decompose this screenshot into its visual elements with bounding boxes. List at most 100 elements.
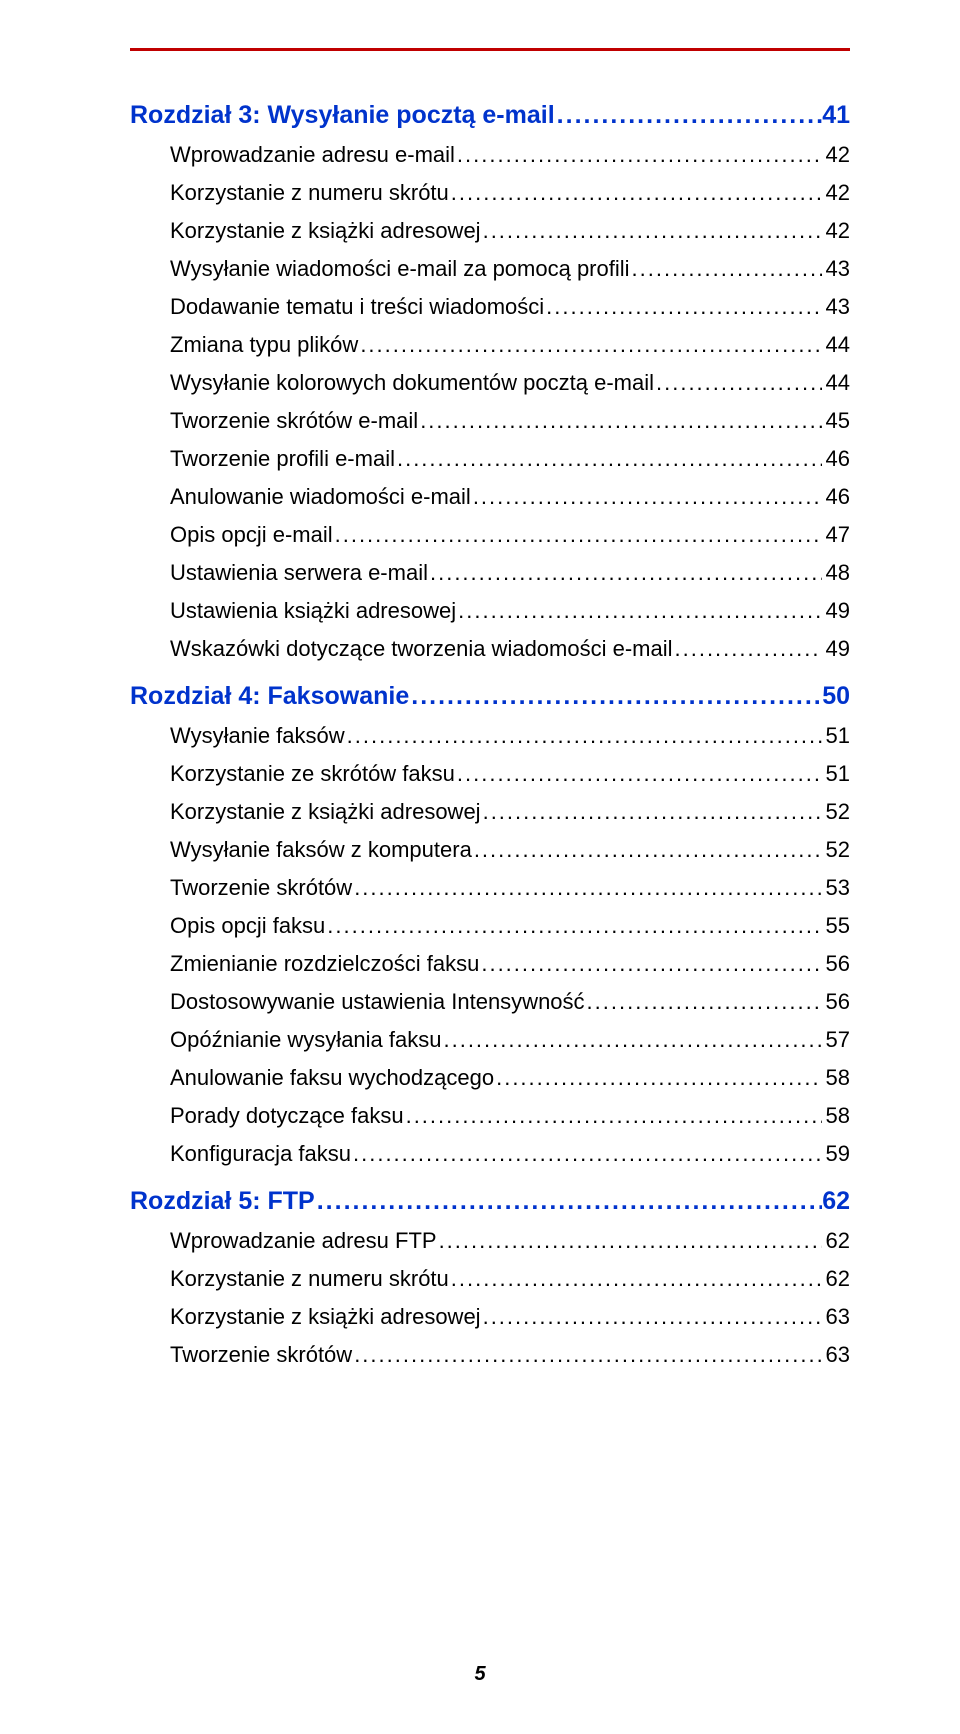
toc-entry: Opóźnianie wysyłania faksu..............… [170, 1027, 850, 1053]
dot-leader: ........................................… [352, 1342, 821, 1368]
dot-leader: ........................................… [333, 522, 822, 548]
entry-page: 44 [822, 332, 850, 358]
dot-leader: ........................................… [449, 1266, 822, 1292]
entry-label: Korzystanie z książki adresowej [170, 1304, 481, 1330]
entry-label: Wysyłanie faksów z komputera [170, 837, 472, 863]
toc-entry: Wysyłanie kolorowych dokumentów pocztą e… [170, 370, 850, 396]
entry-page: 42 [822, 142, 850, 168]
dot-leader: ........................................… [358, 332, 821, 358]
toc-entry: Tworzenie skrótów.......................… [170, 1342, 850, 1368]
entry-page: 52 [822, 837, 850, 863]
toc-entry: Wysyłanie wiadomości e-mail za pomocą pr… [170, 256, 850, 282]
dot-leader: ........................................… [481, 218, 822, 244]
entry-page: 42 [822, 180, 850, 206]
toc-entry: Anulowanie wiadomości e-mail............… [170, 484, 850, 510]
entry-page: 59 [822, 1141, 850, 1167]
entry-label: Wprowadzanie adresu FTP [170, 1228, 437, 1254]
chapter-page: 41 [822, 101, 850, 130]
entry-label: Wskazówki dotyczące tworzenia wiadomości… [170, 636, 673, 662]
dot-leader: ........................................… [409, 682, 822, 711]
toc-entry: Anulowanie faksu wychodzącego...........… [170, 1065, 850, 1091]
toc-entry: Tworzenie skrótów.......................… [170, 875, 850, 901]
chapter-page: 50 [822, 682, 850, 711]
entry-page: 63 [822, 1342, 850, 1368]
toc-entry: Ustawienia serwera e-mail...............… [170, 560, 850, 586]
toc-entry: Dodawanie tematu i treści wiadomości....… [170, 294, 850, 320]
dot-leader: ........................................… [437, 1228, 822, 1254]
entry-page: 58 [822, 1103, 850, 1129]
toc-container: Rozdział 3: Wysyłanie pocztą e-mail.....… [130, 101, 850, 1368]
dot-leader: ........................................… [418, 408, 821, 434]
entry-page: 51 [822, 723, 850, 749]
entry-page: 45 [822, 408, 850, 434]
entry-label: Zmiana typu plików [170, 332, 358, 358]
entry-label: Opis opcji e-mail [170, 522, 333, 548]
toc-entry: Tworzenie profili e-mail................… [170, 446, 850, 472]
dot-leader: ........................................… [673, 636, 822, 662]
chapter-label: Rozdział 3: Wysyłanie pocztą e-mail [130, 101, 555, 130]
toc-entry: Zmienianie rozdzielczości faksu.........… [170, 951, 850, 977]
entry-page: 48 [822, 560, 850, 586]
chapter-page: 62 [822, 1187, 850, 1216]
toc-entry: Korzystanie ze skrótów faksu............… [170, 761, 850, 787]
entry-label: Porady dotyczące faksu [170, 1103, 404, 1129]
dot-leader: ........................................… [555, 101, 823, 130]
entry-label: Anulowanie wiadomości e-mail [170, 484, 471, 510]
entry-label: Wysyłanie faksów [170, 723, 345, 749]
dot-leader: ........................................… [544, 294, 821, 320]
toc-entry: Wprowadzanie adresu e-mail..............… [170, 142, 850, 168]
entry-label: Zmienianie rozdzielczości faksu [170, 951, 479, 977]
toc-entry: Opis opcji e-mail.......................… [170, 522, 850, 548]
dot-leader: ........................................… [630, 256, 822, 282]
entry-page: 49 [822, 598, 850, 624]
entry-label: Opis opcji faksu [170, 913, 325, 939]
toc-entry: Zmiana typu plików......................… [170, 332, 850, 358]
entry-page: 42 [822, 218, 850, 244]
entry-page: 62 [822, 1228, 850, 1254]
dot-leader: ........................................… [479, 951, 821, 977]
toc-entry: Wysyłanie faksów z komputera............… [170, 837, 850, 863]
entry-page: 63 [822, 1304, 850, 1330]
toc-entry: Wprowadzanie adresu FTP.................… [170, 1228, 850, 1254]
entry-label: Korzystanie z książki adresowej [170, 799, 481, 825]
dot-leader: ........................................… [315, 1187, 822, 1216]
dot-leader: ........................................… [455, 761, 822, 787]
entry-label: Opóźnianie wysyłania faksu [170, 1027, 441, 1053]
chapter-heading: Rozdział 3: Wysyłanie pocztą e-mail.....… [130, 101, 850, 130]
entry-page: 43 [822, 294, 850, 320]
entry-label: Tworzenie skrótów [170, 875, 352, 901]
entry-page: 44 [822, 370, 850, 396]
chapter-heading: Rozdział 4: Faksowanie..................… [130, 682, 850, 711]
entry-page: 51 [822, 761, 850, 787]
entry-page: 62 [822, 1266, 850, 1292]
toc-entry: Wysyłanie faksów........................… [170, 723, 850, 749]
dot-leader: ........................................… [471, 484, 822, 510]
entry-page: 57 [822, 1027, 850, 1053]
toc-entry: Opis opcji faksu........................… [170, 913, 850, 939]
toc-entry: Dostosowywanie ustawienia Intensywność..… [170, 989, 850, 1015]
entry-label: Dodawanie tematu i treści wiadomości [170, 294, 544, 320]
toc-entry: Korzystanie z książki adresowej.........… [170, 1304, 850, 1330]
toc-entry: Konfiguracja faksu......................… [170, 1141, 850, 1167]
dot-leader: ........................................… [404, 1103, 822, 1129]
entry-label: Dostosowywanie ustawienia Intensywność [170, 989, 585, 1015]
entry-label: Tworzenie skrótów e-mail [170, 408, 418, 434]
toc-entry: Wskazówki dotyczące tworzenia wiadomości… [170, 636, 850, 662]
dot-leader: ........................................… [456, 598, 821, 624]
dot-leader: ........................................… [472, 837, 822, 863]
entry-page: 53 [822, 875, 850, 901]
dot-leader: ........................................… [481, 799, 822, 825]
chapter-label: Rozdział 4: Faksowanie [130, 682, 409, 711]
dot-leader: ........................................… [345, 723, 822, 749]
dot-leader: ........................................… [351, 1141, 822, 1167]
entry-page: 52 [822, 799, 850, 825]
entry-label: Konfiguracja faksu [170, 1141, 351, 1167]
dot-leader: ........................................… [325, 913, 821, 939]
entry-page: 43 [822, 256, 850, 282]
dot-leader: ........................................… [481, 1304, 822, 1330]
header-rule [130, 48, 850, 51]
toc-entry: Korzystanie z numeru skrótu.............… [170, 1266, 850, 1292]
entry-page: 47 [822, 522, 850, 548]
entry-label: Ustawienia książki adresowej [170, 598, 456, 624]
entry-label: Tworzenie profili e-mail [170, 446, 395, 472]
